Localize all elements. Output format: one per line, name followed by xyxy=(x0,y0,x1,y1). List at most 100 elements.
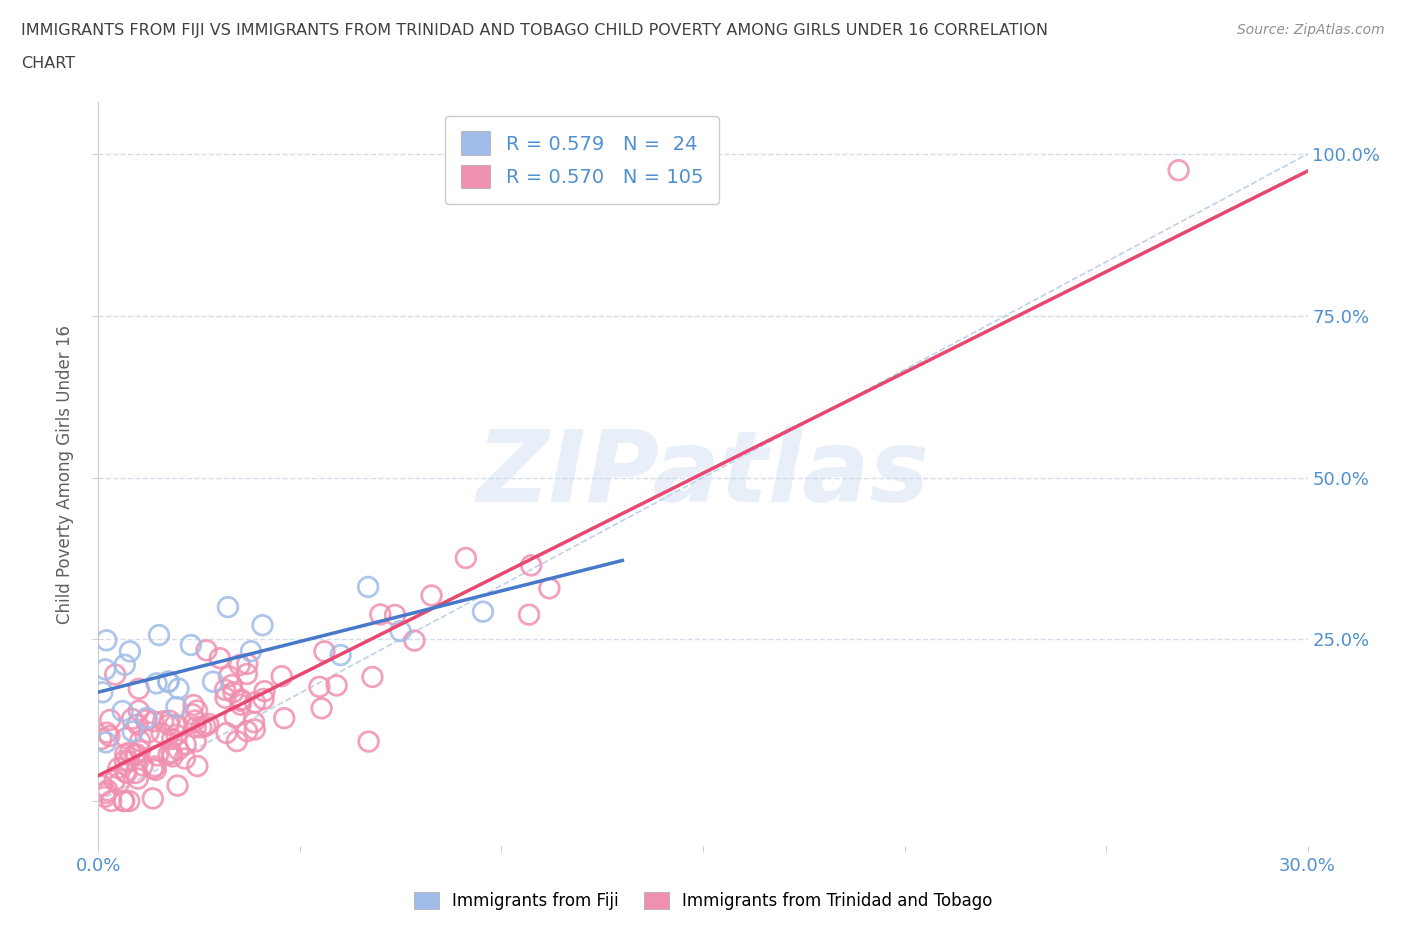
Point xyxy=(98,728,121,743)
Point xyxy=(184,713,207,728)
Legend: Immigrants from Fiji, Immigrants from Trinidad and Tobago: Immigrants from Fiji, Immigrants from Tr… xyxy=(406,885,1000,917)
Point xyxy=(145,676,167,691)
Point xyxy=(166,778,188,793)
Point xyxy=(1167,163,1189,178)
Point xyxy=(329,647,352,662)
Point xyxy=(184,734,207,749)
Point xyxy=(229,693,252,708)
Point xyxy=(215,725,238,740)
Point xyxy=(420,588,443,603)
Point xyxy=(142,762,165,777)
Point xyxy=(471,604,494,619)
Point xyxy=(273,711,295,725)
Point xyxy=(124,765,146,780)
Point xyxy=(135,712,157,727)
Point xyxy=(308,680,330,695)
Point xyxy=(115,731,138,746)
Point xyxy=(236,657,259,671)
Point xyxy=(517,607,540,622)
Point xyxy=(214,690,236,705)
Point xyxy=(94,662,117,677)
Point xyxy=(218,669,240,684)
Point xyxy=(94,790,117,804)
Point xyxy=(270,669,292,684)
Point xyxy=(229,698,252,712)
Point xyxy=(186,759,208,774)
Point xyxy=(389,624,412,639)
Point xyxy=(91,778,114,793)
Point xyxy=(162,749,184,764)
Point xyxy=(160,745,183,760)
Point xyxy=(118,793,141,808)
Point xyxy=(114,658,136,672)
Point xyxy=(98,712,121,727)
Point xyxy=(138,724,160,739)
Point xyxy=(252,618,274,632)
Point xyxy=(104,667,127,682)
Point xyxy=(228,658,250,672)
Point xyxy=(180,638,202,653)
Point xyxy=(181,707,204,722)
Point xyxy=(128,682,150,697)
Point xyxy=(520,558,543,573)
Point xyxy=(114,764,136,779)
Text: ZIPatlas: ZIPatlas xyxy=(477,426,929,523)
Text: CHART: CHART xyxy=(21,56,75,71)
Point xyxy=(384,607,406,622)
Point xyxy=(112,793,135,808)
Y-axis label: Child Poverty Among Girls Under 16: Child Poverty Among Girls Under 16 xyxy=(56,325,75,624)
Point xyxy=(311,701,333,716)
Point xyxy=(118,753,141,768)
Point xyxy=(94,735,117,750)
Point xyxy=(120,745,142,760)
Point xyxy=(361,670,384,684)
Point xyxy=(129,734,152,749)
Point xyxy=(325,678,347,693)
Point xyxy=(145,763,167,777)
Point xyxy=(108,776,131,790)
Point xyxy=(314,644,336,658)
Point xyxy=(96,783,118,798)
Point xyxy=(243,695,266,710)
Point xyxy=(174,737,197,751)
Point xyxy=(111,704,134,719)
Point xyxy=(357,579,380,594)
Point xyxy=(214,683,236,698)
Point xyxy=(224,710,246,724)
Point xyxy=(195,643,218,658)
Point xyxy=(184,720,207,735)
Point xyxy=(121,711,143,726)
Point xyxy=(142,714,165,729)
Point xyxy=(183,698,205,712)
Point xyxy=(159,713,181,728)
Point xyxy=(404,633,426,648)
Point xyxy=(150,725,173,740)
Point xyxy=(124,748,146,763)
Point xyxy=(121,724,143,738)
Point xyxy=(160,732,183,747)
Point xyxy=(107,761,129,776)
Point xyxy=(236,724,259,738)
Point xyxy=(114,747,136,762)
Legend: R = 0.579   N =  24, R = 0.570   N = 105: R = 0.579 N = 24, R = 0.570 N = 105 xyxy=(446,115,718,204)
Point xyxy=(194,719,217,734)
Point xyxy=(222,684,245,699)
Point xyxy=(167,742,190,757)
Point xyxy=(96,725,118,740)
Point xyxy=(163,718,186,733)
Point xyxy=(186,703,208,718)
Point xyxy=(100,793,122,808)
Point xyxy=(173,751,195,766)
Point xyxy=(243,722,266,737)
Point xyxy=(157,674,180,689)
Point xyxy=(114,753,136,768)
Point xyxy=(157,747,180,762)
Point xyxy=(143,759,166,774)
Point xyxy=(454,551,477,565)
Point xyxy=(127,717,149,732)
Point xyxy=(239,644,262,658)
Point xyxy=(197,716,219,731)
Point xyxy=(165,699,187,714)
Point xyxy=(357,734,380,749)
Point xyxy=(135,711,157,725)
